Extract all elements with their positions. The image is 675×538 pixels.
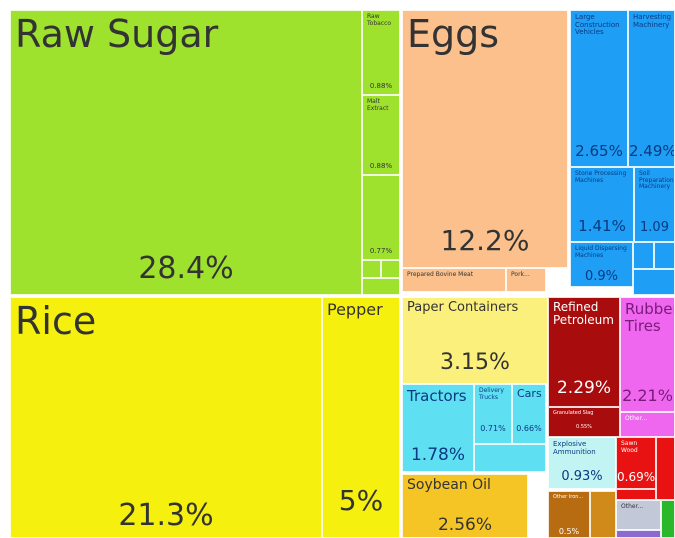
tile-filler bbox=[381, 260, 400, 278]
tile-label: Cars bbox=[517, 387, 542, 400]
tile: Eggs 12.2% bbox=[402, 10, 568, 268]
tile-filler bbox=[616, 530, 661, 538]
tile-filler bbox=[633, 269, 675, 295]
tile-label: Raw Sugar bbox=[15, 12, 219, 56]
tile-label: Delivery Trucks bbox=[479, 387, 504, 401]
tile: Soybean Oil 2.56% bbox=[402, 474, 528, 538]
tile: Explosive Ammunition 0.93% bbox=[548, 437, 616, 489]
value-label: 0.9% bbox=[584, 269, 619, 284]
tile-label: Raw Tobacco bbox=[367, 13, 392, 27]
value-label: 3.15% bbox=[440, 350, 510, 375]
tile: Sawn Wood 0.69% bbox=[616, 437, 656, 489]
tile: Other... bbox=[620, 412, 675, 437]
tile-filler bbox=[616, 489, 656, 500]
value-label: 2.56% bbox=[437, 515, 492, 535]
value-label: 0.77% bbox=[369, 247, 393, 255]
tile-filler bbox=[590, 491, 616, 538]
value-label: 2.49% bbox=[629, 142, 675, 160]
value-label: 1.09 bbox=[640, 220, 669, 235]
value-label: 2.29% bbox=[556, 378, 611, 398]
value-label: 0.71% bbox=[480, 424, 506, 433]
tile-label: Other... bbox=[621, 503, 644, 510]
tile: Rubber Tires 2.21% bbox=[620, 297, 675, 412]
tile-label: Rice bbox=[15, 299, 97, 343]
tile: Harvesting Machinery 2.49% bbox=[628, 10, 675, 167]
tile-label: Explosive Ammunition bbox=[553, 440, 596, 456]
tile: Prepared Bovine Meat bbox=[402, 268, 506, 292]
tile-label: Prepared Bovine Meat bbox=[407, 271, 474, 278]
tile: Malt Extract 0.88% bbox=[362, 95, 400, 175]
tile: Raw Tobacco 0.88% bbox=[362, 10, 400, 95]
value-label: 0.88% bbox=[369, 162, 393, 170]
value-label: 5% bbox=[338, 484, 384, 517]
tile: Other... bbox=[616, 500, 661, 530]
tile: Stone Processing Machines 1.41% bbox=[570, 167, 634, 242]
tile: Pepper 5% bbox=[322, 297, 400, 538]
tile: Granulated Slag 0.55% bbox=[548, 407, 620, 437]
tile-label: Rubber Tires bbox=[625, 300, 675, 335]
tile: Large Construction Vehicles 2.65% bbox=[570, 10, 628, 167]
value-label: 1.41% bbox=[578, 217, 626, 235]
value-label: 0.66% bbox=[516, 424, 542, 433]
tile-label: Soil Preparation Machinery bbox=[639, 170, 674, 191]
tile: Soil Preparation Machinery 1.09 bbox=[634, 167, 675, 242]
value-label: 2.65% bbox=[575, 142, 623, 160]
tile: Delivery Trucks 0.71% bbox=[474, 384, 512, 444]
tile-label: Sawn Wood bbox=[621, 440, 638, 454]
tile-filler bbox=[654, 242, 675, 269]
tile-label: Pork... bbox=[511, 271, 530, 278]
value-label: 1.78% bbox=[410, 445, 465, 465]
tile-filler bbox=[661, 500, 675, 538]
value-label: 0.5% bbox=[558, 527, 580, 536]
tile-label: Stone Processing Machines bbox=[575, 170, 627, 184]
tile-label: Eggs bbox=[407, 12, 500, 56]
value-label: 12.2% bbox=[440, 224, 530, 257]
tile: 0.77% bbox=[362, 175, 400, 260]
tile-label: Other Iron... bbox=[553, 494, 584, 500]
tile-label: Harvesting Machinery bbox=[633, 13, 672, 29]
tile: Cars 0.66% bbox=[512, 384, 546, 444]
tile: Pork... bbox=[506, 268, 546, 292]
value-label: 0.55% bbox=[576, 424, 592, 430]
tile-filler bbox=[474, 444, 546, 472]
value-label: 0.88% bbox=[369, 82, 393, 90]
tile-label: Soybean Oil bbox=[407, 477, 491, 493]
value-label: 0.69% bbox=[617, 470, 656, 484]
tile-filler bbox=[633, 242, 654, 269]
value-label: 28.4% bbox=[138, 251, 234, 286]
tile-label: Paper Containers bbox=[407, 300, 519, 315]
tile-label: Other... bbox=[625, 415, 648, 422]
tile: Liquid Dispersing Machines 0.9% bbox=[570, 242, 633, 287]
tile: Other Iron... 0.5% bbox=[548, 491, 590, 538]
tile-label: Tractors bbox=[407, 387, 467, 405]
tile: Paper Containers 3.15% bbox=[402, 297, 548, 384]
tile-label: Large Construction Vehicles bbox=[575, 13, 620, 37]
tile: Tractors 1.78% bbox=[402, 384, 474, 472]
tile-label: Refined Petroleum bbox=[553, 300, 614, 328]
tile: Raw Sugar 28.4% bbox=[10, 10, 362, 295]
tile-filler bbox=[362, 278, 400, 295]
value-label: 0.93% bbox=[561, 469, 603, 484]
tile-label: Malt Extract bbox=[367, 98, 389, 112]
tile-label: Granulated Slag bbox=[553, 410, 594, 416]
value-label: 2.21% bbox=[622, 386, 673, 405]
tile-label: Pepper bbox=[327, 300, 383, 319]
tile-filler bbox=[656, 437, 675, 500]
tile-filler bbox=[362, 260, 381, 278]
tile: Refined Petroleum 2.29% bbox=[548, 297, 620, 407]
tile-label: Liquid Dispersing Machines bbox=[575, 245, 627, 259]
value-label: 21.3% bbox=[118, 498, 214, 533]
tile: Rice 21.3% bbox=[10, 297, 322, 538]
